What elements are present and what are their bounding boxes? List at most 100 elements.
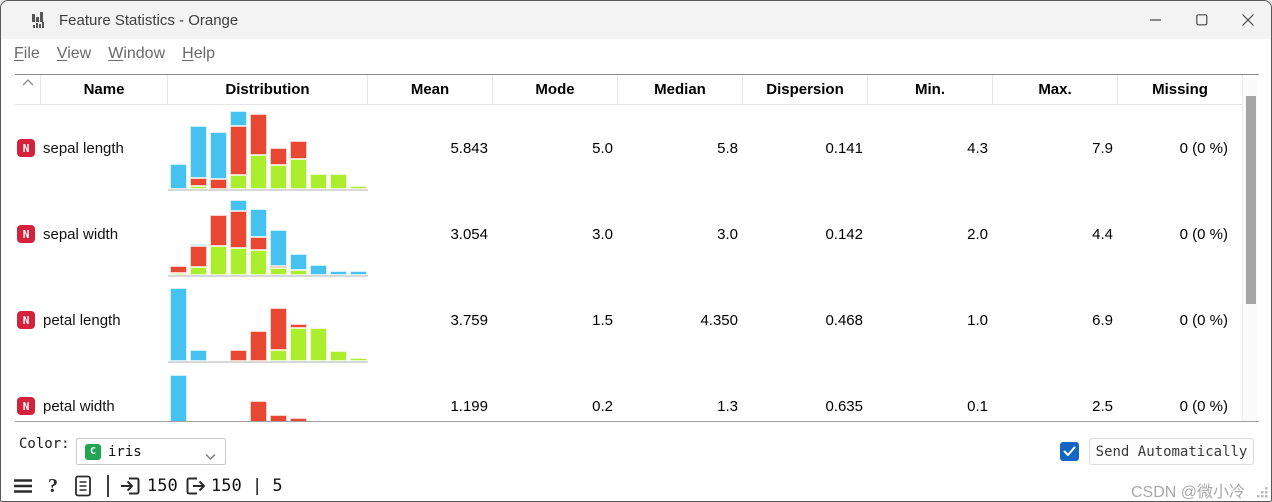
histogram-segment-blue bbox=[190, 350, 207, 361]
color-combobox[interactable]: C iris bbox=[76, 438, 226, 465]
check-icon bbox=[1063, 446, 1076, 456]
table-header-border bbox=[15, 104, 1243, 105]
resize-grip[interactable] bbox=[1255, 485, 1269, 501]
histogram-segment-blue bbox=[190, 126, 207, 178]
cell-dispersion: 0.141 bbox=[825, 139, 863, 157]
vertical-scrollbar[interactable] bbox=[1242, 77, 1258, 421]
histogram-baseline bbox=[168, 275, 368, 277]
histogram-bar bbox=[270, 415, 287, 421]
send-automatically-checkbox[interactable] bbox=[1060, 442, 1079, 461]
output-summary-icon[interactable] bbox=[183, 474, 207, 498]
maximize-button[interactable] bbox=[1179, 1, 1225, 39]
header-name[interactable]: Name bbox=[41, 75, 168, 104]
histogram-bar bbox=[230, 350, 247, 361]
distribution-histogram bbox=[168, 107, 368, 191]
histogram-segment-green bbox=[290, 159, 307, 189]
cell-missing: 0 (0 %) bbox=[1179, 311, 1228, 329]
histogram-segment-green bbox=[270, 350, 287, 361]
help-button[interactable]: ? bbox=[41, 474, 65, 498]
histogram-segment-green bbox=[250, 250, 267, 275]
menu-item-file[interactable]: File bbox=[14, 45, 40, 62]
header-min[interactable]: Min. bbox=[868, 75, 993, 104]
histogram-bar bbox=[250, 401, 267, 421]
cell-min: 1.0 bbox=[967, 311, 988, 329]
histogram-segment-red bbox=[250, 237, 267, 250]
numeric-variable-icon: N bbox=[17, 397, 35, 415]
status-bar: ? 150 150 | 5 CS bbox=[1, 471, 1271, 501]
histogram-segment-blue bbox=[190, 244, 207, 246]
histogram-bar bbox=[210, 132, 227, 189]
header-mode[interactable]: Mode bbox=[493, 75, 618, 104]
distribution-histogram bbox=[168, 193, 368, 277]
histogram-segment-red bbox=[250, 331, 267, 361]
histogram-segment-green bbox=[350, 358, 367, 361]
header-dispersion[interactable]: Dispersion bbox=[743, 75, 868, 104]
cell-max: 2.5 bbox=[1092, 397, 1113, 415]
cell-missing: 0 (0 %) bbox=[1179, 397, 1228, 415]
close-icon bbox=[1242, 14, 1254, 26]
histogram-bar bbox=[350, 358, 367, 361]
table-top-border bbox=[15, 74, 1259, 75]
hamburger-icon bbox=[14, 479, 32, 493]
cell-min: 0.1 bbox=[967, 397, 988, 415]
histogram-segment-red bbox=[270, 148, 287, 165]
minimize-button[interactable] bbox=[1133, 1, 1179, 39]
report-button[interactable] bbox=[71, 474, 95, 498]
histogram-bar bbox=[310, 328, 327, 361]
histogram-segment-blue bbox=[290, 254, 307, 270]
histogram-segment-green bbox=[330, 351, 347, 361]
histogram-segment-red bbox=[210, 179, 227, 189]
send-automatically-button[interactable]: Send Automatically bbox=[1089, 438, 1254, 465]
histogram-segment-red bbox=[250, 114, 267, 155]
histogram-bar bbox=[270, 308, 287, 361]
cell-missing: 0 (0 %) bbox=[1179, 139, 1228, 157]
histogram-bar bbox=[210, 215, 227, 275]
close-button[interactable] bbox=[1225, 1, 1271, 39]
histogram-segment-red bbox=[290, 324, 307, 328]
histogram-bar bbox=[230, 200, 247, 275]
histogram-segment-blue bbox=[170, 164, 187, 189]
histogram-bar bbox=[330, 351, 347, 361]
header-distribution[interactable]: Distribution bbox=[168, 75, 368, 104]
scrollbar-thumb[interactable] bbox=[1246, 96, 1256, 304]
window-title: Feature Statistics - Orange bbox=[59, 11, 239, 29]
header-mean[interactable]: Mean bbox=[368, 75, 493, 104]
menu-item-view[interactable]: View bbox=[56, 45, 92, 62]
cell-mode: 1.5 bbox=[592, 311, 613, 329]
cell-dispersion: 0.142 bbox=[825, 225, 863, 243]
histogram-bar bbox=[190, 350, 207, 361]
cell-median: 3.0 bbox=[717, 225, 738, 243]
input-summary-icon[interactable] bbox=[119, 474, 143, 498]
controls-area: Color: C iris Send Automatically bbox=[1, 422, 1271, 471]
histogram-segment-blue bbox=[250, 209, 267, 237]
header-median[interactable]: Median bbox=[618, 75, 743, 104]
cell-mean: 3.054 bbox=[450, 225, 488, 243]
histogram-bar bbox=[310, 174, 327, 189]
histogram-segment-green bbox=[190, 186, 207, 189]
header-missing[interactable]: Missing bbox=[1118, 75, 1243, 104]
histogram-segment-blue bbox=[170, 288, 187, 361]
color-label: Color: bbox=[19, 436, 70, 452]
histogram-segment-green bbox=[350, 186, 367, 189]
feature-name: petal width bbox=[43, 397, 115, 415]
histogram-segment-green bbox=[310, 174, 327, 189]
menu-item-window[interactable]: Window bbox=[108, 45, 166, 62]
menu-item-help[interactable]: Help bbox=[182, 45, 216, 62]
cell-median: 4.350 bbox=[700, 311, 738, 329]
histogram-bar bbox=[250, 331, 267, 361]
header-max[interactable]: Max. bbox=[993, 75, 1118, 104]
header-sort-column[interactable] bbox=[15, 75, 41, 104]
feature-name: petal length bbox=[43, 311, 121, 329]
histogram-segment-green bbox=[190, 267, 207, 275]
histogram-bar bbox=[250, 114, 267, 189]
menu-hamburger-button[interactable] bbox=[11, 474, 35, 498]
title-bar[interactable]: Feature Statistics - Orange bbox=[1, 1, 1271, 39]
cell-median: 5.8 bbox=[717, 139, 738, 157]
histogram-segment-blue bbox=[210, 132, 227, 179]
menu-bar: File View Window Help bbox=[1, 39, 1271, 69]
